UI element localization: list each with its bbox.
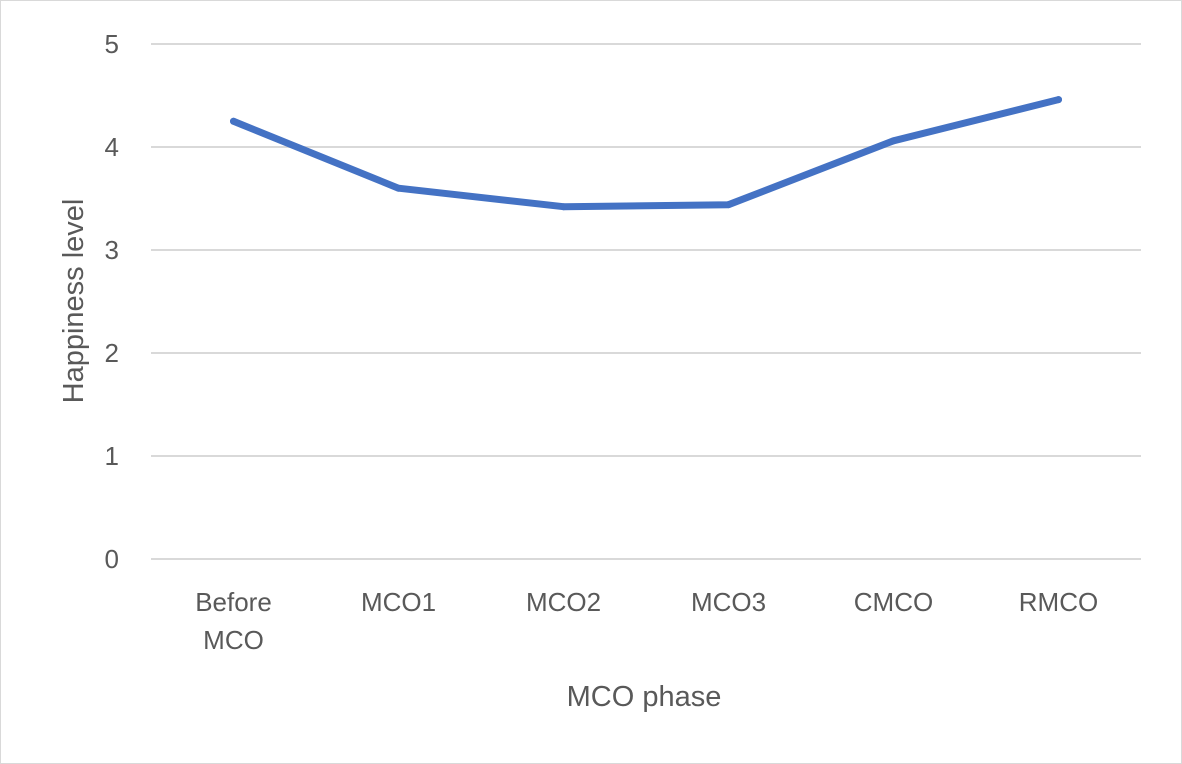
y-tick-label: 1 [105,441,119,471]
x-axis-title: MCO phase [567,681,722,713]
y-tick-label: 0 [105,544,119,574]
x-tick-label-line: Before [195,587,272,617]
x-tick-label: MCO2 [526,587,601,617]
x-tick-label-line: MCO2 [526,587,601,617]
x-tick-label: RMCO [1019,587,1098,617]
series-line [230,96,1062,211]
x-tick-label: MCO1 [361,587,436,617]
data-point [560,203,567,211]
gridlines [151,43,1141,560]
data-point [230,117,237,125]
y-axis-tick-labels: 0 1 2 3 4 5 [105,29,119,574]
series-group [230,96,1062,211]
data-point [395,184,402,192]
x-tick-label: MCO3 [691,587,766,617]
x-tick-label-line: CMCO [854,587,933,617]
x-tick-label-line: MCO1 [361,587,436,617]
y-tick-label: 4 [105,132,119,162]
x-tick-label-line: MCO [203,625,264,655]
y-axis-title: Happiness level [58,199,90,404]
x-axis-tick-labels: Before MCO MCO1 MCO2 MCO3 CMCO RMCO [195,587,1098,655]
y-tick-label: 3 [105,235,119,265]
y-tick-label: 2 [105,338,119,368]
x-tick-label: Before MCO [195,587,272,655]
x-tick-label-line: MCO3 [691,587,766,617]
y-tick-label: 5 [105,29,119,59]
data-point [890,137,897,145]
data-point [1055,96,1062,104]
data-point [725,201,732,209]
x-tick-label-line: RMCO [1019,587,1098,617]
x-tick-label: CMCO [854,587,933,617]
